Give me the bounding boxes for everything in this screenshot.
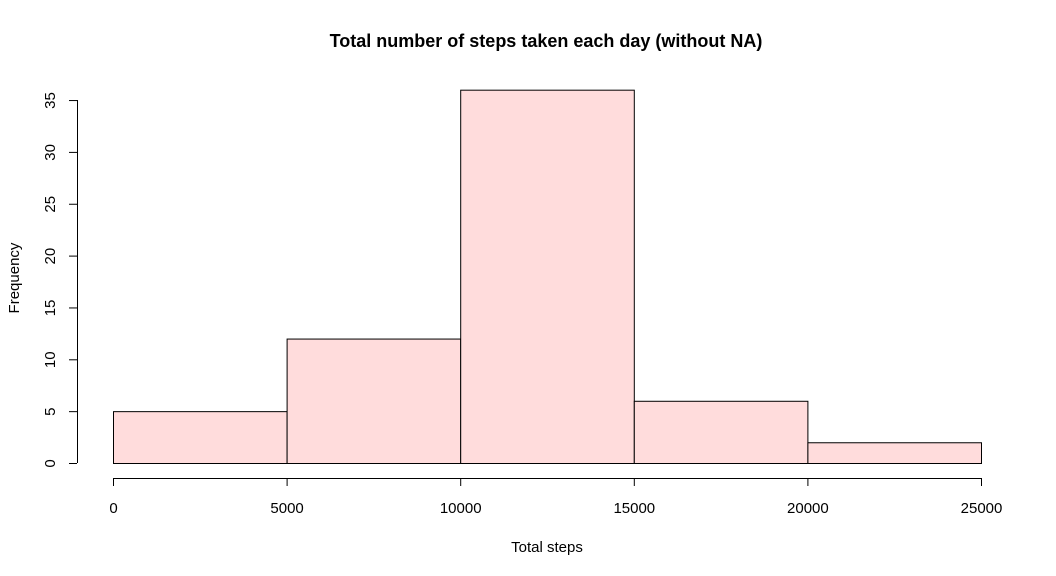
bars-group bbox=[113, 89, 983, 465]
chart-title: Total number of steps taken each day (wi… bbox=[330, 31, 763, 51]
histogram-bar bbox=[633, 400, 809, 464]
y-tick-label: 15 bbox=[42, 300, 59, 317]
x-tick-label: 15000 bbox=[613, 500, 655, 517]
x-axis: 0 5000 10000 15000 20000 25000 bbox=[109, 478, 1002, 517]
histogram-bar bbox=[807, 442, 983, 465]
y-tick-label: 0 bbox=[42, 459, 59, 467]
y-tick-label: 25 bbox=[42, 196, 59, 213]
histogram-bar bbox=[460, 89, 635, 465]
histogram-bar bbox=[286, 338, 462, 464]
x-axis-label: Total steps bbox=[511, 539, 583, 556]
x-tick-label: 10000 bbox=[440, 500, 482, 517]
y-tick-label: 10 bbox=[42, 351, 59, 368]
x-tick-label: 20000 bbox=[787, 500, 829, 517]
y-tick-label: 20 bbox=[42, 248, 59, 265]
y-axis-label: Frequency bbox=[6, 242, 23, 313]
y-tick-label: 30 bbox=[42, 144, 59, 161]
y-tick-label: 5 bbox=[42, 407, 59, 415]
histogram-bar bbox=[113, 411, 288, 464]
y-tick-label: 35 bbox=[42, 92, 59, 109]
x-tick-label: 25000 bbox=[961, 500, 1003, 517]
x-tick-label: 0 bbox=[109, 500, 117, 517]
x-tick-label: 5000 bbox=[270, 500, 303, 517]
y-axis: 0 5 10 15 20 25 30 35 bbox=[42, 92, 78, 468]
